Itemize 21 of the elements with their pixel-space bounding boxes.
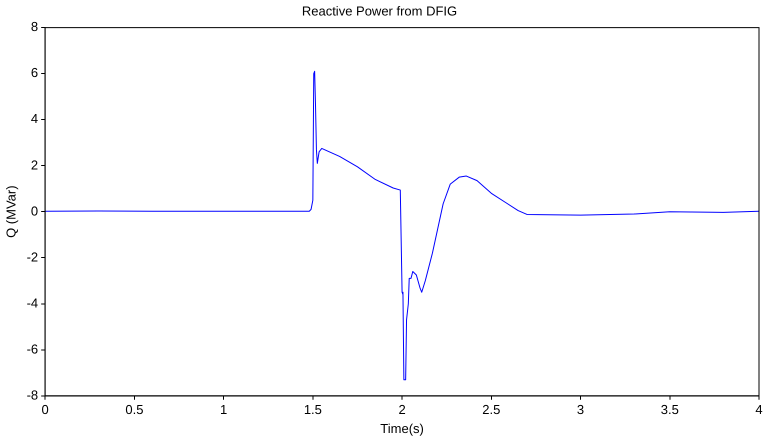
y-tick-label: -8 xyxy=(26,387,38,402)
x-tick-label: 0.5 xyxy=(125,402,144,418)
x-tick-label: 1.5 xyxy=(304,402,322,418)
chart-title: Reactive Power from DFIG xyxy=(302,3,458,18)
y-axis-title: Q (MVar) xyxy=(3,185,18,238)
x-tick-label: 2.5 xyxy=(482,402,500,418)
x-tick-label: 0 xyxy=(42,402,49,418)
x-tick-label: 2 xyxy=(398,402,406,418)
y-tick-label: -6 xyxy=(26,341,38,356)
y-tick-label: 6 xyxy=(30,65,38,80)
y-tick-label: 0 xyxy=(30,203,38,218)
y-tick-label: -4 xyxy=(26,295,38,310)
y-tick-label: 8 xyxy=(30,19,38,34)
y-tick-label: 4 xyxy=(30,111,38,126)
x-tick-label: 1 xyxy=(220,402,228,418)
x-tick-label: 4 xyxy=(755,402,763,418)
x-tick-label: 3.5 xyxy=(660,402,679,418)
x-axis-title: Time(s) xyxy=(380,420,424,436)
y-tick-label: -2 xyxy=(26,249,38,264)
x-tick-label: 3 xyxy=(576,402,584,418)
y-tick-label: 2 xyxy=(30,157,38,172)
